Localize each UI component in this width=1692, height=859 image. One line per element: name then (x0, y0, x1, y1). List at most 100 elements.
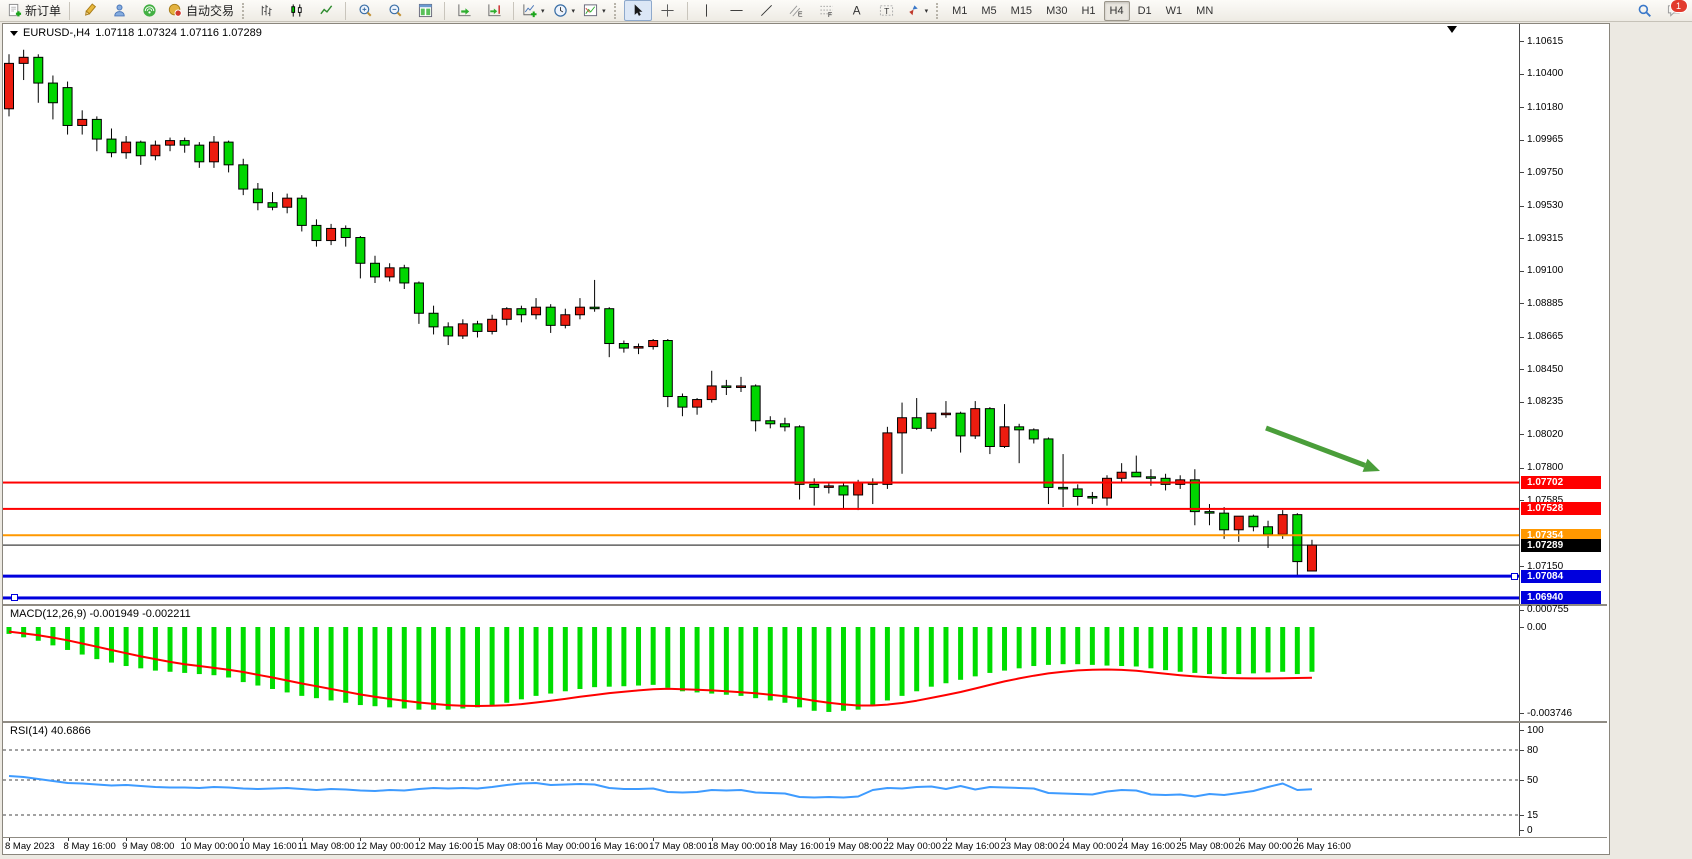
price-tag: 1.07702 (1521, 476, 1601, 490)
tile-windows-button[interactable] (411, 0, 439, 21)
fibonacci-button[interactable]: F (813, 0, 841, 21)
macd-plot[interactable] (3, 606, 1519, 721)
rsi-scale[interactable]: 100 80 50 15 0 (1520, 723, 1607, 836)
macd-scale[interactable]: 0.000755 0.00 -0.003746 (1520, 604, 1607, 721)
toolbar-grip[interactable] (936, 2, 941, 19)
timeframe-button-w1[interactable]: W1 (1165, 4, 1183, 17)
candlestick-plot[interactable] (3, 24, 1519, 604)
symbol-dropdown-icon[interactable] (10, 30, 18, 36)
candle (970, 408, 981, 437)
horizontal-line-1.07528[interactable] (3, 507, 1519, 510)
arrows-icon (906, 3, 921, 18)
horizontal-line-1.07289[interactable] (3, 544, 1519, 546)
notification-badge: 1 (1669, 0, 1688, 13)
price-scale[interactable]: 1.10615 1.10400 1.10180 1.09965 1.09750 1.095… (1520, 24, 1607, 605)
main-toolbar: 新订单 自动交易 ▾ ▾ ▾ E F A T ▾ M1 M5 M15 M30 H1 H4 D1 W1 MN 1 (0, 0, 1692, 22)
time-label: 18 May 16:00 (766, 841, 824, 852)
text-label-button[interactable]: T (873, 0, 901, 21)
timeframe-button-d1[interactable]: D1 (1137, 4, 1152, 17)
templates-button[interactable]: ▾ (580, 0, 609, 21)
candle (984, 408, 995, 448)
macd-pane[interactable]: MACD(12,26,9) -0.001949 -0.002211 0.0007… (3, 604, 1607, 721)
crayon-icon (82, 3, 97, 18)
auto-scroll-button[interactable] (450, 0, 478, 21)
candlestick-chart-button[interactable] (282, 0, 310, 21)
dropdown-caret-icon[interactable]: ▾ (571, 7, 576, 15)
timeframe-button-mn[interactable]: MN (1196, 4, 1214, 17)
vertical-line-button[interactable] (693, 0, 721, 21)
rsi-tick (1520, 815, 1524, 816)
time-label: 12 May 00:00 (356, 841, 414, 852)
candle (4, 62, 14, 110)
trendline-button[interactable] (753, 0, 781, 21)
time-label: 16 May 16:00 (590, 841, 649, 852)
search-button[interactable] (1630, 0, 1658, 21)
text-button[interactable]: A (843, 0, 871, 21)
time-label: 17 May 08:00 (649, 841, 707, 852)
toolbar-grip[interactable] (242, 2, 247, 19)
macd-histogram (6, 627, 1315, 712)
price-tick (1520, 336, 1524, 338)
chart-window[interactable]: EURUSD-,H4 1.07118 1.07324 1.07116 1.072… (2, 23, 1610, 855)
chart-shift-marker-icon[interactable] (1447, 26, 1457, 33)
time-label: 22 May 16:00 (941, 841, 1000, 852)
dropdown-caret-icon[interactable]: ▾ (924, 7, 929, 15)
time-label: 8 May 16:00 (63, 841, 116, 852)
channel-icon: E (789, 3, 804, 18)
trend-arrow[interactable] (1265, 425, 1380, 472)
candle (1219, 512, 1230, 531)
new-order-button[interactable]: 新订单 (4, 0, 64, 21)
candle (1248, 515, 1259, 528)
price-tick-label: 1.09530 (1527, 200, 1564, 212)
horizontal-line-1.07084[interactable] (3, 574, 1519, 578)
price-tick (1520, 369, 1524, 371)
timeframe-button-m1[interactable]: M1 (952, 4, 968, 17)
bar-chart-button[interactable] (252, 0, 280, 21)
dropdown-caret-icon[interactable]: ▾ (541, 7, 545, 15)
time-tick (477, 838, 479, 841)
candle (692, 399, 703, 408)
line-chart-button[interactable] (312, 0, 340, 21)
price-tick-label: 1.09965 (1527, 134, 1564, 146)
horizontal-line-button[interactable] (723, 0, 751, 21)
horizontal-line-1.07702[interactable] (3, 481, 1519, 484)
arrows-button[interactable]: ▾ (903, 0, 932, 21)
candle (62, 87, 73, 126)
market-profile-button[interactable] (105, 0, 133, 21)
time-label: 15 May 08:00 (473, 841, 532, 852)
rsi-pane[interactable]: RSI(14) 40.6866 100 80 50 15 0 (3, 721, 1607, 836)
timeframe-button-m15[interactable]: M15 (1010, 4, 1033, 17)
line-handle[interactable] (1511, 572, 1518, 580)
metaeditor-button[interactable] (75, 0, 103, 21)
toolbar-grip[interactable] (613, 2, 619, 19)
horizontal-line-1.07354[interactable] (3, 534, 1519, 537)
candle (1087, 495, 1098, 499)
zoom-in-button[interactable] (351, 0, 379, 21)
indicators-button[interactable]: ▾ (519, 0, 548, 21)
zoom-out-button[interactable] (381, 0, 409, 21)
dropdown-caret-icon[interactable]: ▾ (602, 7, 606, 15)
main-chart-pane[interactable]: EURUSD-,H4 1.07118 1.07324 1.07116 1.072… (3, 24, 1607, 605)
chat-button[interactable]: 1 (1660, 0, 1688, 21)
timeframe-button-m5[interactable]: M5 (981, 4, 997, 17)
time-tick (1121, 838, 1123, 841)
candle (823, 485, 834, 488)
candle (926, 412, 937, 429)
candle (428, 312, 439, 328)
line-handle[interactable] (11, 594, 18, 602)
time-axis[interactable]: 8 May 2023 8 May 16:00 9 May 08:00 10 May 0… (3, 837, 1607, 854)
rsi-plot[interactable] (3, 723, 1519, 836)
periods-button[interactable]: ▾ (550, 0, 579, 21)
equidistant-channel-button[interactable]: E (783, 0, 811, 21)
signals-button[interactable] (135, 0, 163, 21)
timeframe-button-m30[interactable]: M30 (1046, 4, 1068, 17)
timeframe-button-h4[interactable]: H4 (1103, 0, 1130, 21)
price-tick-label: 1.07800 (1527, 462, 1564, 474)
crosshair-button[interactable] (654, 0, 682, 21)
timeframe-button-h1[interactable]: H1 (1081, 4, 1096, 17)
horizontal-line-1.06940[interactable] (3, 596, 1519, 600)
time-label: 11 May 08:00 (297, 841, 355, 852)
autotrading-button[interactable]: 自动交易 (165, 0, 237, 21)
chart-shift-button[interactable] (480, 0, 508, 21)
cursor-button[interactable] (623, 0, 652, 21)
